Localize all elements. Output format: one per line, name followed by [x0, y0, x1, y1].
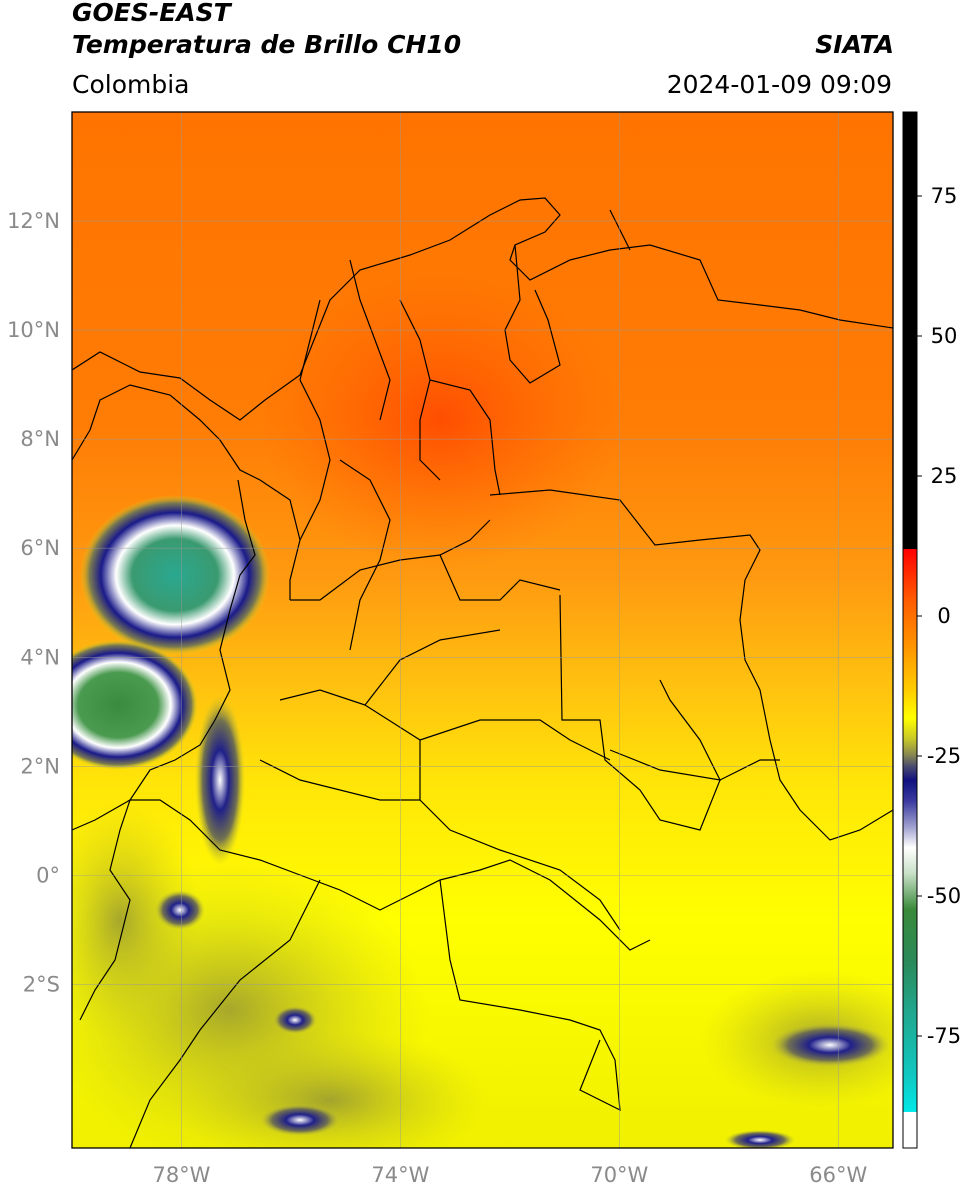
- latitude-tick-label: 2°N: [20, 754, 60, 778]
- latitude-tick-label: 12°N: [7, 209, 60, 233]
- colorbar-tick-label: 75: [931, 184, 958, 208]
- colorbar-tick-label: -75: [927, 1024, 961, 1048]
- colorbar-tick-label: 0: [937, 604, 950, 628]
- longitude-tick-label: 74°W: [371, 1163, 429, 1187]
- region-label: Colombia: [72, 70, 190, 99]
- product-title: Temperatura de Brillo CH10: [72, 30, 462, 59]
- colorbar-tick-label: 50: [931, 324, 958, 348]
- satellite-title: GOES-EAST: [72, 0, 231, 27]
- colorbar-tick-label: 25: [931, 464, 958, 488]
- datetime-label: 2024-01-09 09:09: [666, 70, 892, 99]
- longitude-tick-label: 66°W: [809, 1163, 867, 1187]
- longitude-tick-label: 78°W: [152, 1163, 210, 1187]
- colorbar-tick-label: -25: [927, 744, 961, 768]
- graticule: [72, 112, 893, 1148]
- colorbar: [902, 111, 918, 1149]
- colorbar-axis: 75 50 25 0 -25 -50 -75: [917, 184, 961, 1048]
- latitude-tick-label: 2°S: [23, 972, 60, 996]
- longitude-tick-label: 70°W: [590, 1163, 648, 1187]
- brightness-temperature-field: [72, 112, 893, 1148]
- latitude-axis: 12°N 10°N 8°N 6°N 4°N 2°N 0° 2°S: [7, 209, 60, 996]
- latitude-tick-label: 4°N: [20, 645, 60, 669]
- coastlines-and-borders: [72, 197, 893, 1148]
- latitude-tick-label: 6°N: [20, 536, 60, 560]
- latitude-tick-label: 8°N: [20, 427, 60, 451]
- organization-label: SIATA: [815, 30, 894, 59]
- longitude-axis: 78°W 74°W 70°W 66°W: [152, 1163, 867, 1187]
- latitude-tick-label: 0°: [36, 863, 60, 887]
- map-frame: [71, 111, 894, 1149]
- latitude-tick-label: 10°N: [7, 318, 60, 342]
- colorbar-tick-label: -50: [927, 884, 961, 908]
